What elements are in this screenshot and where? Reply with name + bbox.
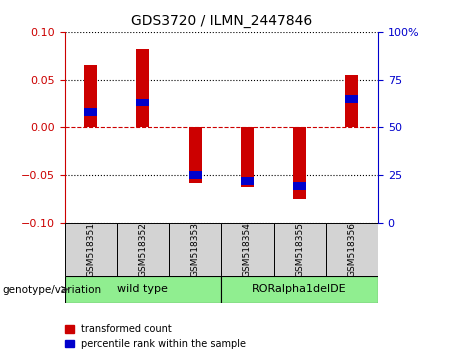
Legend: transformed count, percentile rank within the sample: transformed count, percentile rank withi… — [65, 324, 246, 349]
Bar — [241, 177, 254, 185]
Bar — [293, 182, 306, 190]
Text: GSM518355: GSM518355 — [295, 222, 304, 277]
Bar — [345, 75, 359, 127]
Text: wild type: wild type — [118, 284, 168, 295]
Bar — [65, 223, 117, 276]
Bar — [293, 127, 306, 199]
Text: GSM518356: GSM518356 — [348, 222, 356, 277]
Bar — [345, 95, 359, 103]
Title: GDS3720 / ILMN_2447846: GDS3720 / ILMN_2447846 — [130, 14, 312, 28]
Bar — [189, 127, 202, 183]
Bar — [117, 223, 169, 276]
Bar — [189, 171, 202, 179]
Bar — [326, 223, 378, 276]
Bar — [136, 99, 149, 107]
Text: GSM518351: GSM518351 — [86, 222, 95, 277]
Bar — [241, 127, 254, 187]
Bar — [84, 65, 97, 127]
Text: genotype/variation: genotype/variation — [2, 285, 101, 295]
Bar — [169, 223, 221, 276]
Text: GSM518353: GSM518353 — [191, 222, 200, 277]
Bar — [221, 223, 273, 276]
Bar — [136, 49, 149, 127]
Text: GSM518354: GSM518354 — [243, 222, 252, 277]
Bar — [65, 276, 221, 303]
Bar — [84, 108, 97, 116]
Text: RORalpha1delDE: RORalpha1delDE — [252, 284, 347, 295]
Bar — [221, 276, 378, 303]
Bar — [273, 223, 326, 276]
Text: GSM518352: GSM518352 — [138, 222, 148, 277]
